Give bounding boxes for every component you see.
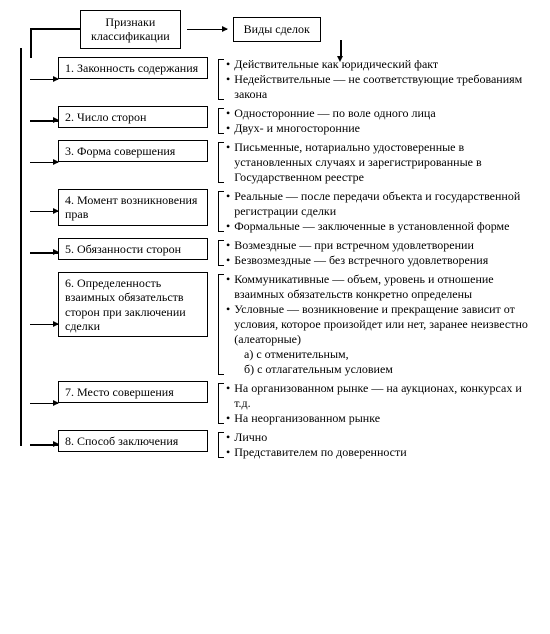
branch-arrow: [30, 403, 58, 405]
list-item: • На организованном рынке — на аукционах,…: [226, 381, 540, 411]
category-box: 7. Место совершения: [58, 381, 208, 403]
item-text: Безвозмездные — без встречного удовлетво…: [234, 253, 488, 268]
category-row: 2. Число сторон • Односторонние — по воле …: [10, 106, 540, 136]
bracket: [214, 140, 224, 185]
header-right-box: Виды сделок: [233, 17, 321, 41]
branch-arrow: [30, 444, 58, 446]
bracket: [214, 381, 224, 426]
bullet-icon: •: [226, 219, 230, 234]
sub-item: а) с отменительным,: [226, 347, 540, 362]
header-left-label: Признакиклассификации: [91, 15, 170, 43]
category-row: 6. Определенность взаимных обязательств …: [10, 272, 540, 377]
branch-arrow: [30, 324, 58, 326]
branch-arrow: [30, 120, 58, 122]
item-text: Условные — возникновение и прекращение з…: [234, 302, 540, 347]
category-box: 8. Способ заключения: [58, 430, 208, 452]
bullet-icon: •: [226, 411, 230, 426]
bullet-icon: •: [226, 272, 230, 287]
category-box: 3. Форма совершения: [58, 140, 208, 162]
category-row: 7. Место совершения • На организованном ры…: [10, 381, 540, 426]
connector-top-left: [30, 28, 80, 30]
category-box: 1. Законность содержания: [58, 57, 208, 79]
item-text: Недействительные — не соответствующие тр…: [234, 72, 540, 102]
rows-container: 1. Законность содержания • Действительные …: [10, 57, 540, 460]
item-text: Письменные, нотариально удостоверенные в…: [234, 140, 540, 185]
items-list: • Действительные как юридический факт • Нед…: [224, 57, 540, 102]
category-row: 3. Форма совершения • Письменные, нотариал…: [10, 140, 540, 185]
item-text: Коммуникативные — объем, уровень и отнош…: [234, 272, 540, 302]
list-item: • Реальные — после передачи объекта и гос…: [226, 189, 540, 219]
category-box: 2. Число сторон: [58, 106, 208, 128]
items-list: • Односторонние — по воле одного лица • Дву…: [224, 106, 540, 136]
category-row: 8. Способ заключения • Лично • Представителе…: [10, 430, 540, 460]
item-text: Представителем по доверенности: [234, 445, 406, 460]
item-text: На неорганизованном рынке: [234, 411, 380, 426]
header-right-label: Виды сделок: [244, 22, 310, 36]
bullet-icon: •: [226, 238, 230, 253]
item-text: Формальные — заключенные в установленной…: [234, 219, 509, 234]
list-item: • Формальные — заключенные в установленно…: [226, 219, 540, 234]
header-left-box: Признакиклассификации: [80, 10, 181, 49]
list-item: • Лично: [226, 430, 540, 445]
item-text: Действительные как юридический факт: [234, 57, 438, 72]
header-row: Признакиклассификации Виды сделок: [10, 10, 540, 49]
list-item: • Действительные как юридический факт: [226, 57, 540, 72]
connector-down-left: [30, 28, 32, 58]
list-item: • Условные — возникновение и прекращение …: [226, 302, 540, 347]
bullet-icon: •: [226, 72, 230, 87]
branch-arrow: [30, 252, 58, 254]
category-box: 6. Определенность взаимных обязательств …: [58, 272, 208, 338]
branch-arrow: [30, 162, 58, 164]
category-row: 5. Обязанности сторон • Возмездные — при в…: [10, 238, 540, 268]
list-item: • Безвозмездные — без встречного удовлетв…: [226, 253, 540, 268]
list-item: • Недействительные — не соответствующие т…: [226, 72, 540, 102]
item-text: Возмездные — при встречном удовлетворени…: [234, 238, 474, 253]
category-box: 5. Обязанности сторон: [58, 238, 208, 260]
branch-arrow: [30, 79, 58, 81]
bracket: [214, 189, 224, 234]
item-text: На организованном рынке — на аукционах, …: [234, 381, 540, 411]
bullet-icon: •: [226, 381, 230, 396]
items-list: • Коммуникативные — объем, уровень и отно…: [224, 272, 540, 377]
item-text: Лично: [234, 430, 267, 445]
category-row: 1. Законность содержания • Действительные …: [10, 57, 540, 102]
bullet-icon: •: [226, 106, 230, 121]
bullet-icon: •: [226, 445, 230, 460]
items-list: • Возмездные — при встречном удовлетворен…: [224, 238, 540, 268]
item-text: Односторонние — по воле одного лица: [234, 106, 435, 121]
bullet-icon: •: [226, 430, 230, 445]
list-item: • Двух- и многосторонние: [226, 121, 540, 136]
item-text: Двух- и многосторонние: [234, 121, 360, 136]
category-row: 4. Момент возникновения прав • Реальные — …: [10, 189, 540, 234]
item-text: Реальные — после передачи объекта и госу…: [234, 189, 540, 219]
bracket: [214, 272, 224, 377]
items-list: • На организованном рынке — на аукционах,…: [224, 381, 540, 426]
header-arrow: [187, 29, 227, 31]
branch-arrow: [30, 211, 58, 213]
bullet-icon: •: [226, 57, 230, 72]
list-item: • Письменные, нотариально удостоверенные …: [226, 140, 540, 185]
list-item: • Возмездные — при встречном удовлетворен…: [226, 238, 540, 253]
bullet-icon: •: [226, 302, 230, 317]
list-item: • Представителем по доверенности: [226, 445, 540, 460]
sub-item: б) с отлагательным условием: [226, 362, 540, 377]
bracket: [214, 238, 224, 268]
bracket: [214, 430, 224, 460]
list-item: • На неорганизованном рынке: [226, 411, 540, 426]
items-list: • Письменные, нотариально удостоверенные …: [224, 140, 540, 185]
bullet-icon: •: [226, 140, 230, 155]
bracket: [214, 106, 224, 136]
bullet-icon: •: [226, 253, 230, 268]
bullet-icon: •: [226, 189, 230, 204]
items-list: • Реальные — после передачи объекта и гос…: [224, 189, 540, 234]
bullet-icon: •: [226, 121, 230, 136]
list-item: • Односторонние — по воле одного лица: [226, 106, 540, 121]
items-list: • Лично • Представителем по доверенности: [224, 430, 540, 460]
category-box: 4. Момент возникновения прав: [58, 189, 208, 226]
bracket: [214, 57, 224, 102]
list-item: • Коммуникативные — объем, уровень и отно…: [226, 272, 540, 302]
